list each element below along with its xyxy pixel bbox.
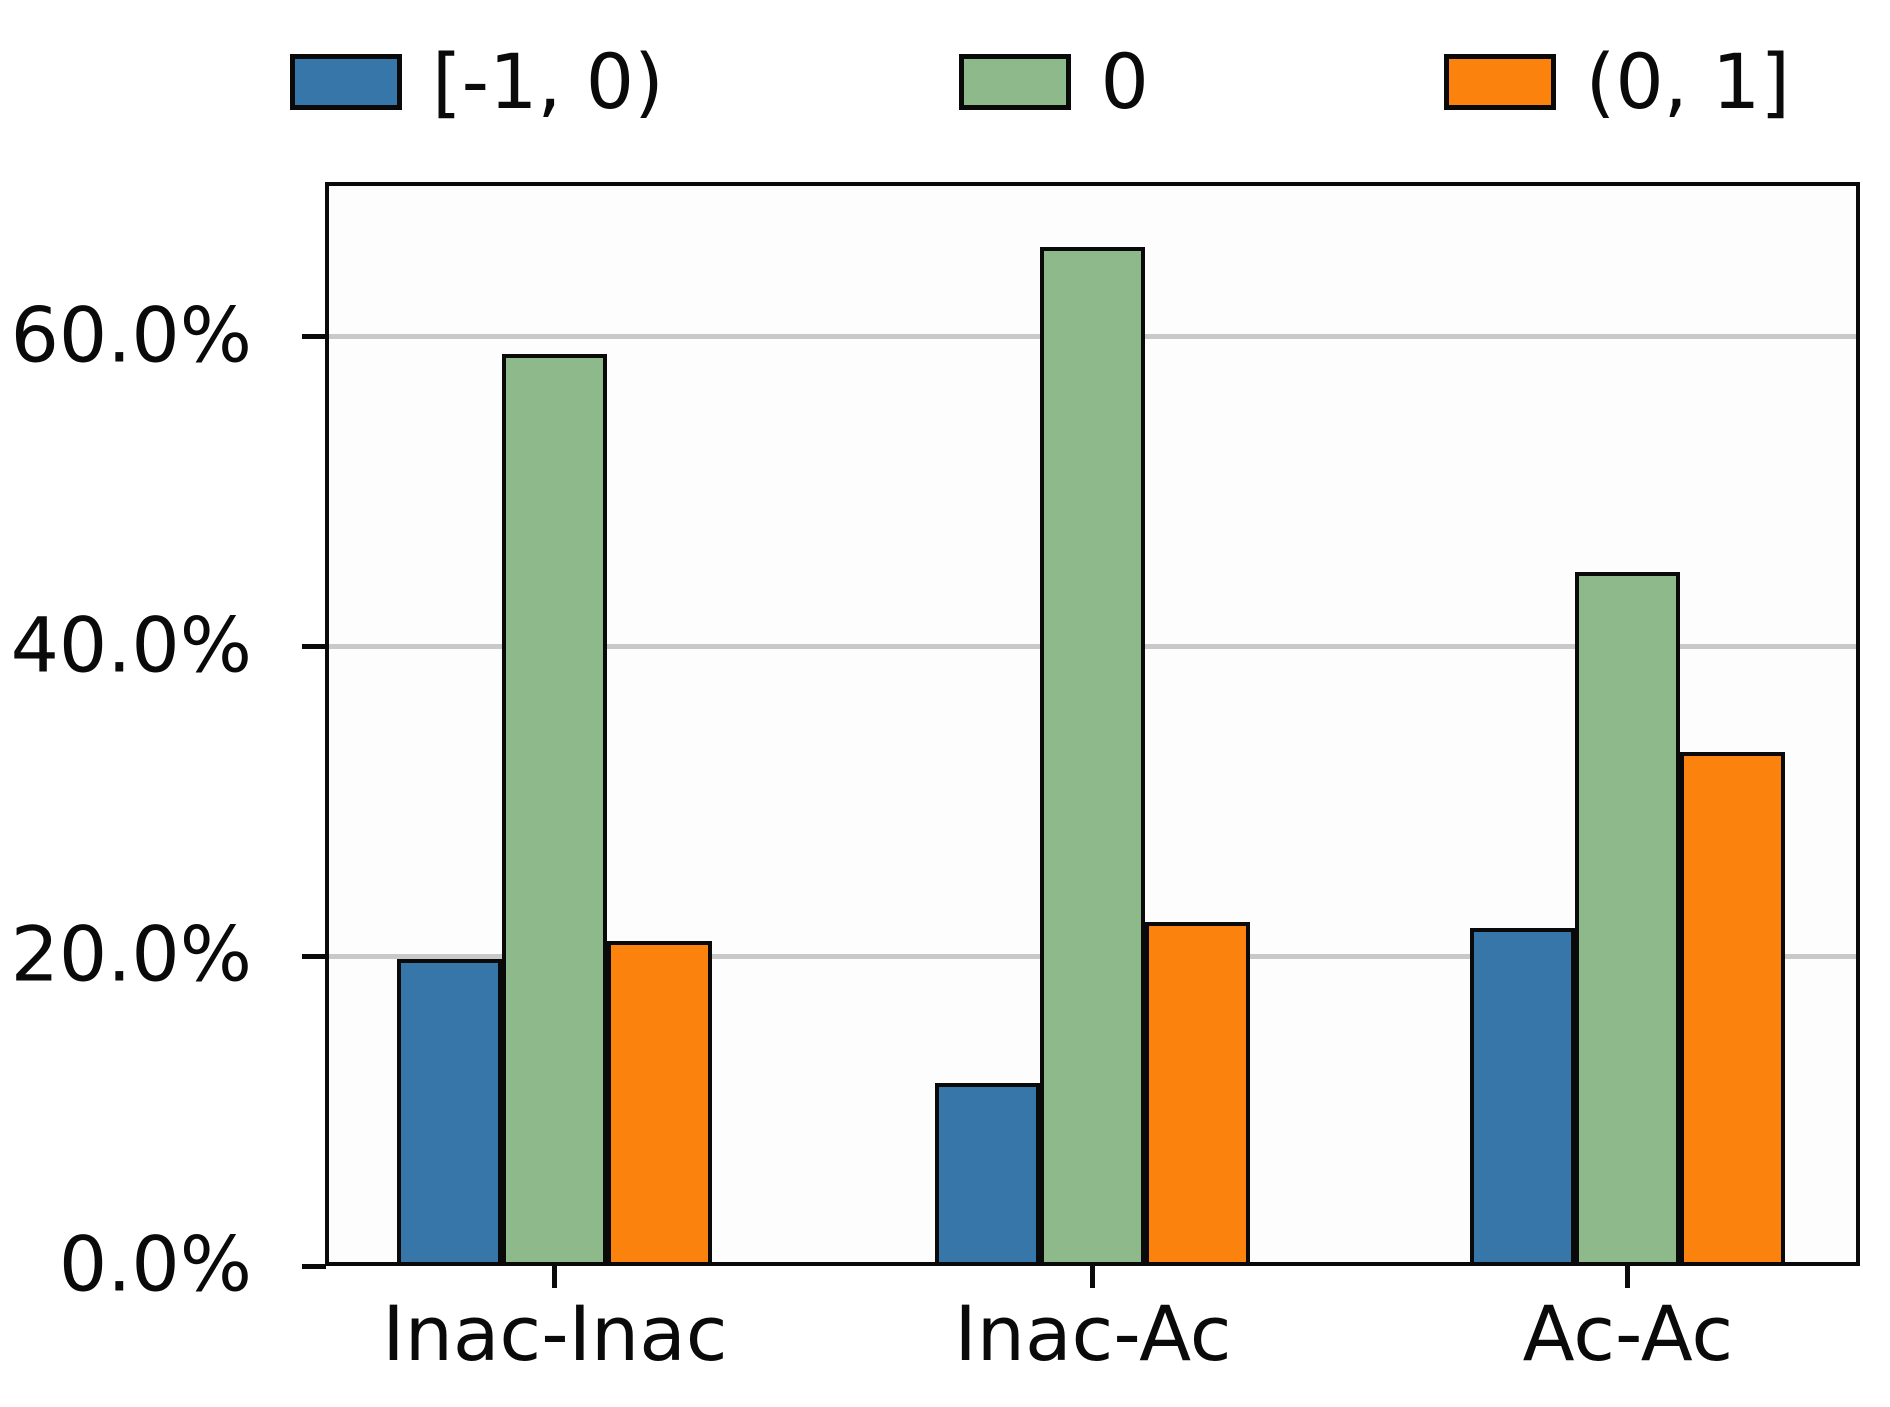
bar-Ac-Ac-series0 xyxy=(1470,928,1576,1266)
legend-swatch-icon xyxy=(1443,54,1556,110)
bar-Inac-Inac-series0 xyxy=(397,959,503,1266)
bar-Inac-Ac-series0 xyxy=(935,1083,1041,1266)
legend-item: 0 xyxy=(958,37,1149,126)
x-tick-mark xyxy=(1625,1266,1631,1288)
legend: [-1, 0) 0 (0, 1] xyxy=(290,40,1790,124)
plot-area xyxy=(325,182,1860,1266)
x-tick-mark xyxy=(552,1266,558,1288)
y-tick-label: 20.0% xyxy=(10,909,252,999)
y-tick-label: 40.0% xyxy=(10,600,252,690)
legend-label: (0, 1] xyxy=(1585,37,1790,126)
x-tick-label: Ac-Ac xyxy=(1522,1289,1734,1378)
y-tick-mark xyxy=(302,953,326,959)
bar-Ac-Ac-series2 xyxy=(1680,751,1786,1266)
legend-label: [-1, 0) xyxy=(432,37,664,126)
x-tick-label: Inac-Ac xyxy=(954,1289,1232,1378)
legend-item: (0, 1] xyxy=(1443,37,1790,126)
bar-Ac-Ac-series1 xyxy=(1575,572,1681,1266)
y-tick-mark xyxy=(302,1263,326,1269)
bar-Inac-Inac-series2 xyxy=(607,940,713,1266)
bar-Inac-Ac-series1 xyxy=(1040,247,1146,1266)
bar-Inac-Ac-series2 xyxy=(1145,922,1251,1266)
x-tick-label: Inac-Inac xyxy=(382,1289,728,1378)
y-tick-label: 0.0% xyxy=(58,1219,252,1309)
y-tick-label: 60.0% xyxy=(10,290,252,380)
x-tick-mark xyxy=(1090,1266,1096,1288)
legend-label: 0 xyxy=(1100,37,1149,126)
y-tick-mark xyxy=(302,644,326,650)
legend-swatch-icon xyxy=(290,54,402,110)
bar-Inac-Inac-series1 xyxy=(502,353,608,1266)
y-tick-mark xyxy=(302,334,326,340)
legend-item: [-1, 0) xyxy=(290,44,664,120)
legend-swatch-icon xyxy=(958,54,1071,110)
